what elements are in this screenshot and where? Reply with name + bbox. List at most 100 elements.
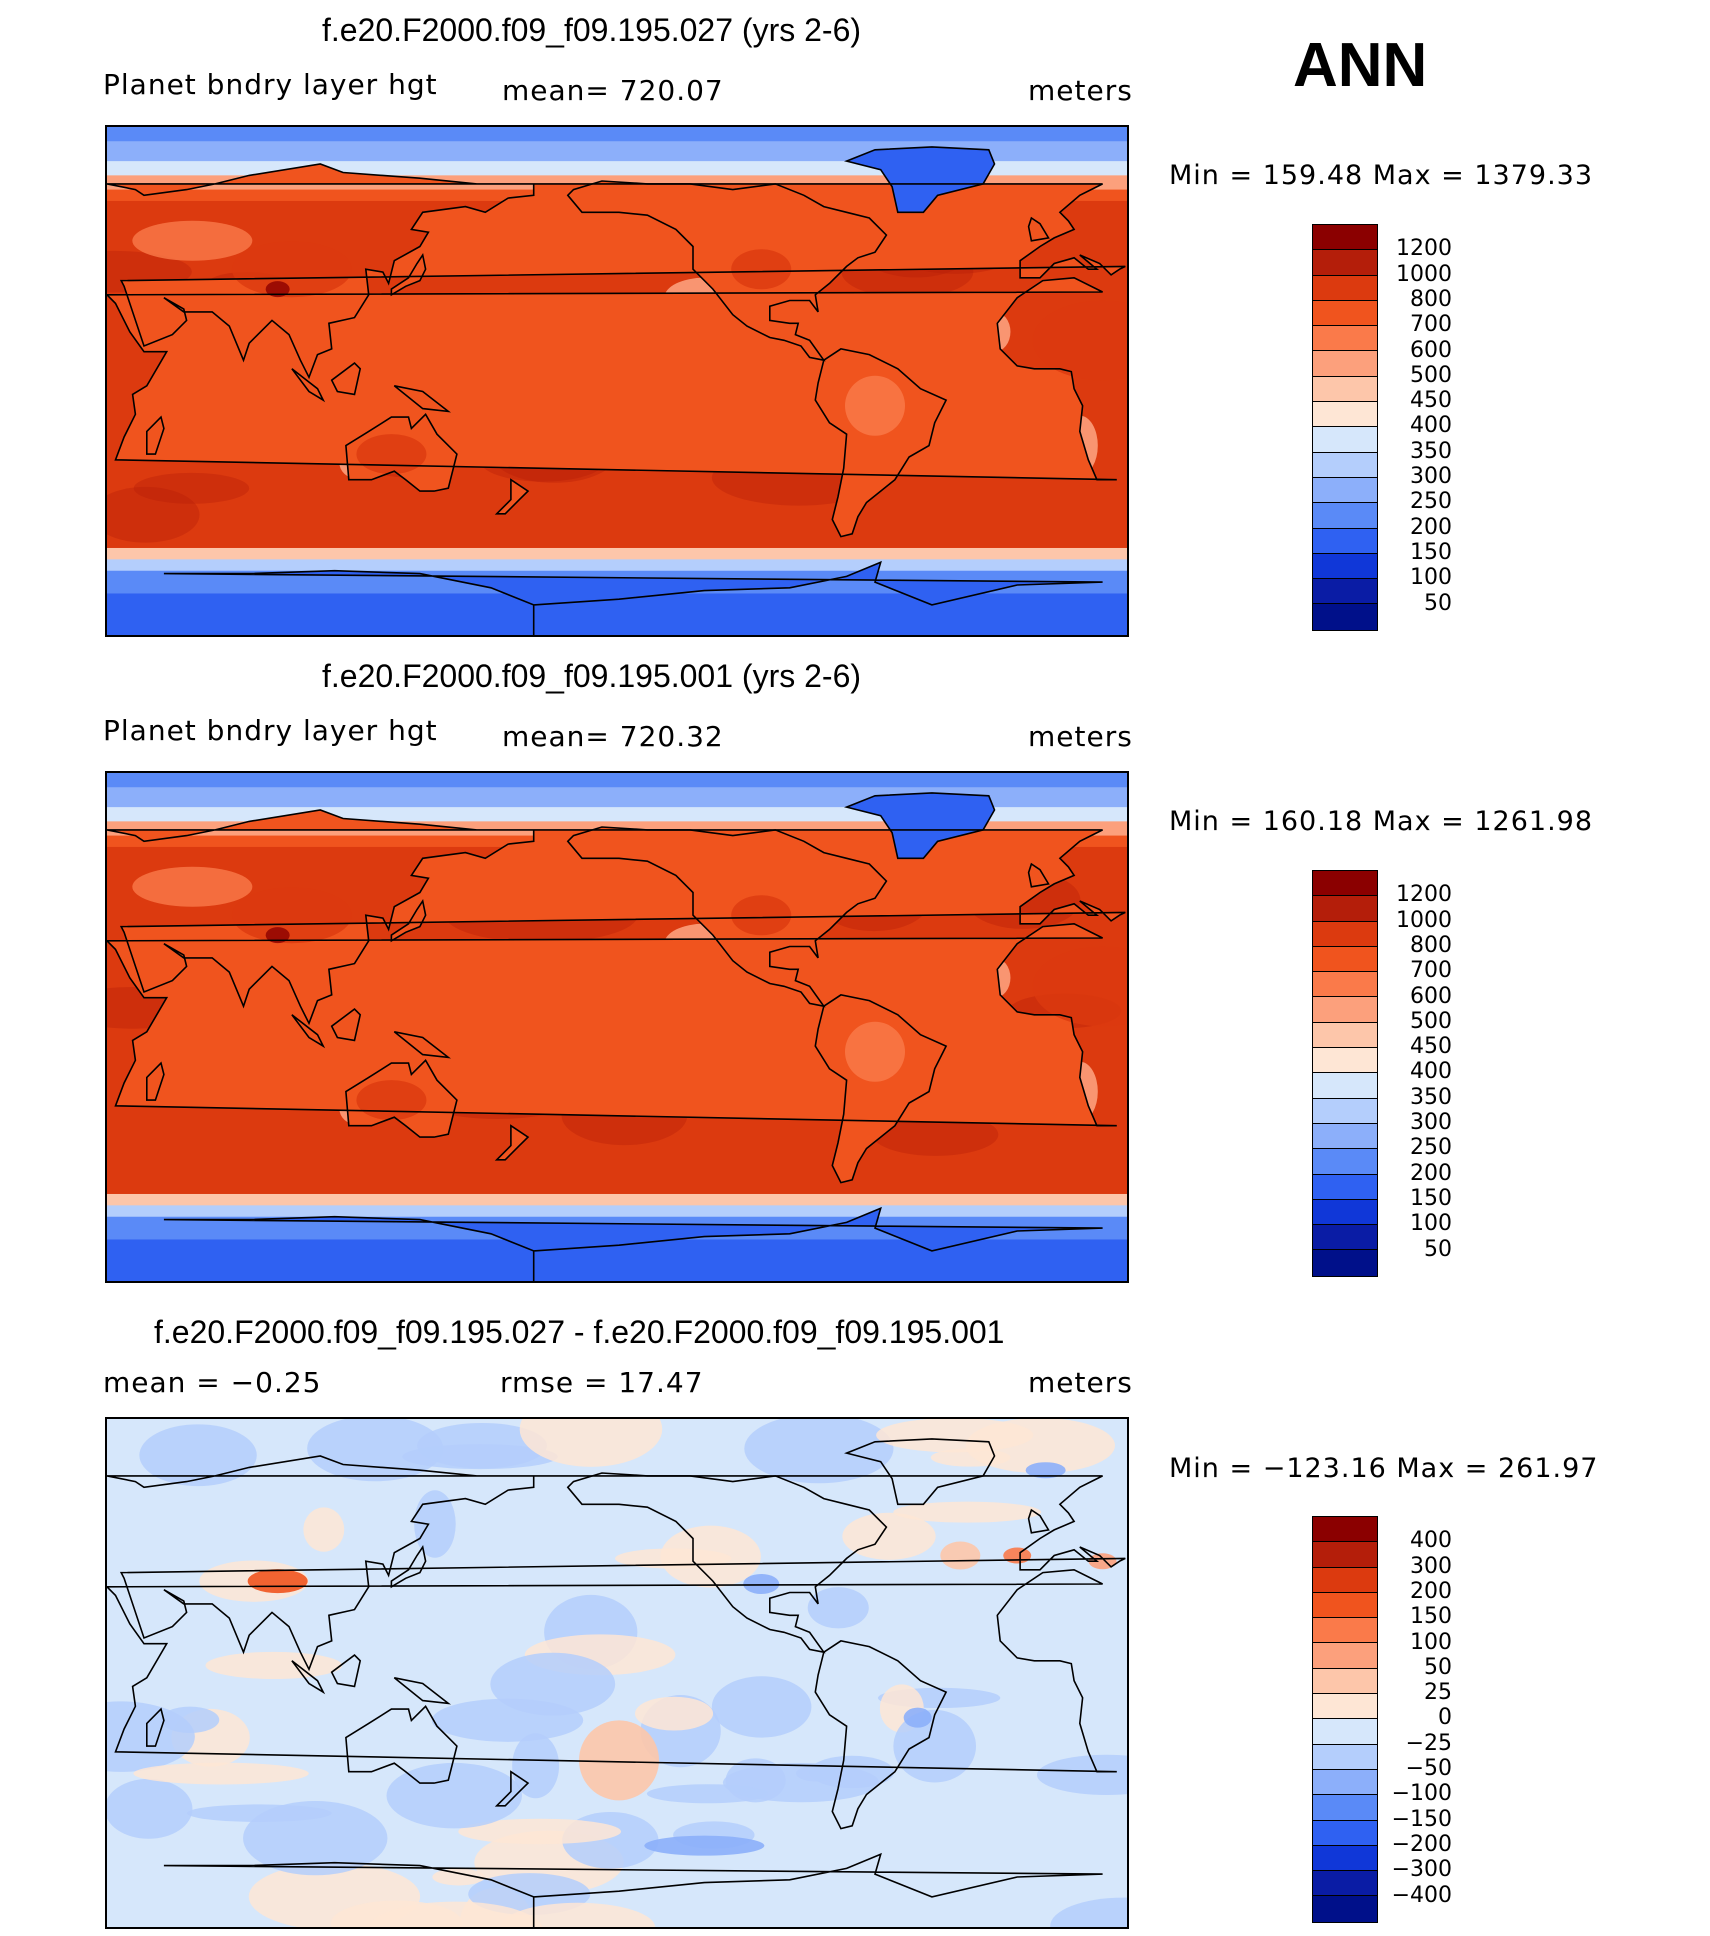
colorbar-box — [1313, 1149, 1377, 1175]
land-madagascar — [146, 1063, 164, 1101]
panel-1-minmax: Min = 159.48 Max = 1379.33 — [1169, 160, 1594, 191]
colorbar-box — [1313, 1517, 1377, 1543]
panel-2-map — [105, 771, 1129, 1283]
colorbar-label: 300 — [1410, 1553, 1452, 1579]
colorbar-box — [1313, 427, 1377, 453]
colorbar-box — [1313, 1174, 1377, 1200]
coastline-nz — [494, 1124, 530, 1161]
coastline-madagascar — [145, 1061, 165, 1101]
coastline-antarctica — [163, 1852, 1103, 1927]
panel-2-variable: Planet bndry layer hgt — [103, 714, 438, 747]
coastline-samerica — [814, 348, 948, 538]
colorbar-label: 450 — [1410, 388, 1452, 414]
land-uk — [1028, 864, 1049, 887]
colorbar-label: 100 — [1410, 1211, 1452, 1237]
colorbar-box — [1313, 921, 1377, 947]
colorbar-box — [1313, 1845, 1377, 1872]
colorbar-box — [1313, 1769, 1377, 1796]
colorbar-box — [1313, 1871, 1377, 1897]
colorbar-label: 150 — [1410, 1604, 1452, 1630]
colorbar-label: 50 — [1424, 1654, 1452, 1680]
colorbar-box — [1313, 946, 1377, 973]
colorbar-box — [1313, 1225, 1377, 1251]
colorbar-box — [1313, 1250, 1377, 1276]
coastline-japan — [390, 1544, 427, 1589]
colorbar-box — [1313, 1592, 1377, 1619]
colorbar-box — [1313, 1073, 1377, 1099]
panel-3-rmse: rmse = 17.47 — [500, 1366, 704, 1399]
panel-1-mean: mean= 720.07 — [502, 74, 724, 107]
colorbar-label: 1000 — [1396, 261, 1452, 287]
colorbar-box — [1313, 250, 1377, 276]
colorbar-box — [1313, 553, 1377, 580]
colorbar-label: 50 — [1424, 590, 1452, 616]
coastline-uk — [1027, 216, 1050, 242]
colorbar-label: 150 — [1410, 1185, 1452, 1211]
colorbar-box — [1313, 1820, 1377, 1846]
coastline-samerica — [814, 994, 948, 1184]
coastline-antarctica — [163, 1206, 1103, 1281]
colorbar-box — [1313, 1098, 1377, 1124]
colorbar-box — [1313, 351, 1377, 377]
colorbar-label: 700 — [1410, 312, 1452, 338]
coastline-greenland — [844, 1438, 996, 1506]
panel-2-units: meters — [1028, 720, 1133, 753]
colorbar-label: 1000 — [1396, 907, 1452, 933]
land-borneo — [331, 1009, 361, 1041]
colorbar-box — [1313, 1643, 1377, 1669]
coastline-africa — [107, 276, 1117, 481]
colorbar-label: 600 — [1410, 337, 1452, 363]
colorbar-box — [1313, 300, 1377, 327]
colorbar-box — [1313, 997, 1377, 1023]
coastline-eurasia — [107, 809, 1126, 1026]
colorbar-label: −25 — [1405, 1730, 1452, 1756]
land-borneo — [331, 363, 361, 395]
land-madagascar — [146, 417, 164, 455]
colorbar-label: 25 — [1424, 1680, 1452, 1706]
land-nz — [496, 479, 528, 514]
coastline-japan — [390, 252, 427, 297]
colorbar-label: 250 — [1410, 1135, 1452, 1161]
colorbar-label: −100 — [1391, 1781, 1452, 1807]
coastline-sumatra — [291, 368, 326, 403]
colorbar-label: 200 — [1410, 1578, 1452, 1604]
coastline-namerica — [566, 180, 888, 362]
colorbar-box — [1313, 896, 1377, 922]
colorbar-label: 300 — [1410, 464, 1452, 489]
colorbar-label: 1200 — [1396, 882, 1452, 908]
colorbar-label: 200 — [1410, 514, 1452, 540]
panel-3-minmax: Min = −123.16 Max = 261.97 — [1169, 1453, 1599, 1484]
coastline-australia — [345, 1058, 458, 1138]
land-newguinea — [394, 385, 449, 412]
colorbar-label: 350 — [1410, 438, 1452, 464]
colorbar-box — [1313, 972, 1377, 998]
colorbar-label: 600 — [1410, 983, 1452, 1009]
colorbar-box — [1313, 1668, 1377, 1695]
coastline-nz — [494, 478, 530, 515]
colorbar-label: 100 — [1410, 565, 1452, 591]
season-label: ANN — [1293, 31, 1428, 100]
coastline-eurasia — [107, 1455, 1126, 1672]
colorbar-label: 350 — [1410, 1084, 1452, 1110]
colorbar-box — [1313, 1199, 1377, 1226]
colorbar-box — [1313, 275, 1377, 301]
coastline-nz — [494, 1770, 530, 1807]
colorbar-box — [1313, 871, 1377, 897]
colorbar-box — [1313, 1567, 1377, 1593]
coastline-namerica — [566, 1472, 888, 1654]
colorbar-box — [1313, 1719, 1377, 1745]
colorbar-box — [1313, 326, 1377, 352]
colorbar-label: 400 — [1410, 1528, 1452, 1554]
colorbar-box — [1313, 1123, 1377, 1150]
colorbar-box — [1313, 1744, 1377, 1770]
coastline-uk — [1027, 1508, 1050, 1534]
land-namerica — [567, 827, 887, 1007]
colorbar-label: 1200 — [1396, 236, 1452, 262]
land-newguinea — [394, 1031, 449, 1058]
colorbar-label: 0 — [1438, 1705, 1452, 1731]
coastline-sumatra — [291, 1660, 326, 1695]
colorbar-box — [1313, 579, 1377, 605]
coastline-borneo — [330, 1654, 362, 1688]
colorbar-label: 100 — [1410, 1629, 1452, 1655]
colorbar-box — [1313, 604, 1377, 630]
